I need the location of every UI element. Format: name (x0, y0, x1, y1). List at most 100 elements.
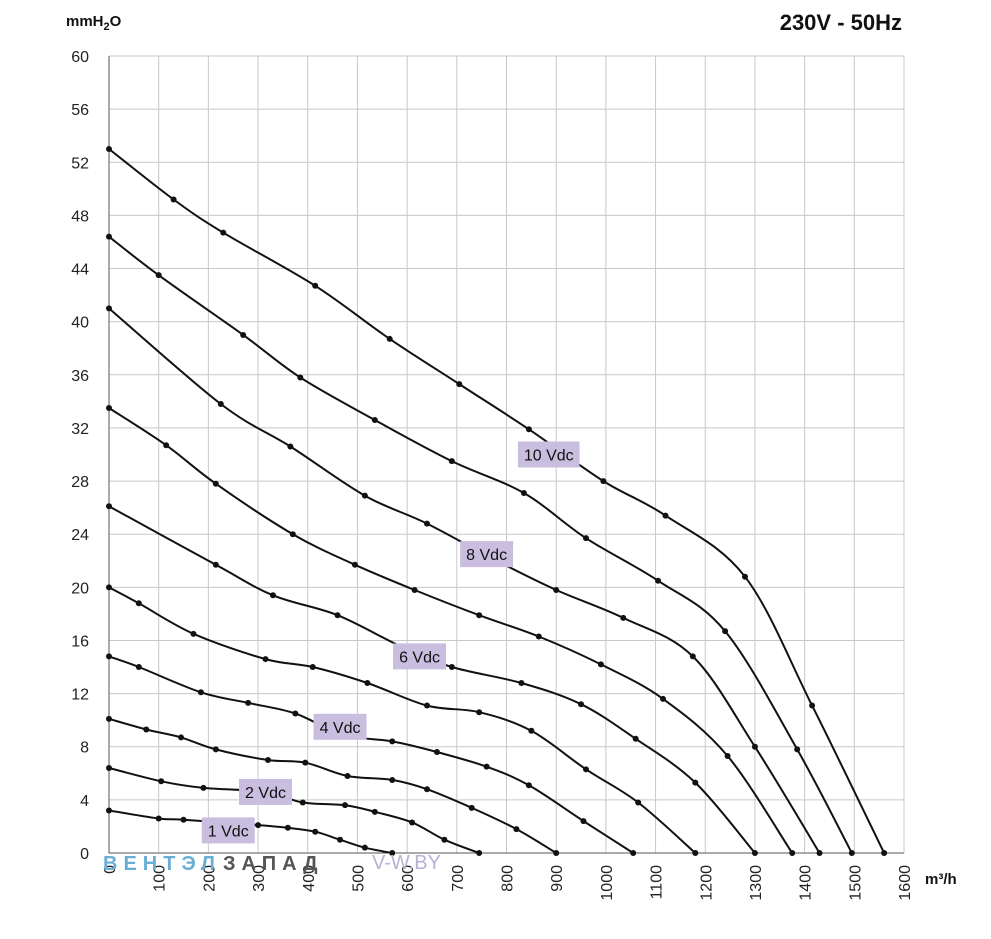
y-tick-label: 28 (71, 474, 89, 491)
data-point (528, 727, 535, 734)
data-point (361, 844, 368, 851)
grid (108, 55, 905, 854)
data-point (724, 753, 731, 760)
data-point (386, 335, 393, 342)
data-point (155, 272, 162, 279)
y-tick-label: 48 (71, 208, 89, 225)
data-point (789, 850, 796, 856)
data-point (580, 818, 587, 825)
series-label-text: 10 Vdc (524, 448, 574, 465)
data-point (245, 699, 252, 706)
data-point (106, 145, 112, 152)
data-point (655, 577, 662, 584)
data-point (583, 535, 589, 542)
watermark-part1: ВЕНТЭЛ (103, 853, 221, 875)
data-point (881, 850, 888, 856)
data-point (106, 405, 112, 412)
data-point (135, 664, 142, 671)
x-axis-unit: m³/h (925, 871, 957, 888)
x-tick-label: 700 (450, 865, 467, 892)
data-point (751, 743, 758, 750)
data-point (476, 709, 483, 716)
data-point (220, 229, 227, 236)
data-point (312, 828, 319, 835)
series-label-text: 8 Vdc (466, 547, 507, 564)
data-point (163, 442, 170, 449)
series-curve-3 (106, 653, 637, 856)
series-curve-8 (106, 233, 855, 856)
series-label-text: 2 Vdc (245, 785, 286, 802)
data-point (722, 628, 729, 635)
data-point (309, 664, 316, 671)
series-label-bg (517, 441, 580, 468)
data-point (448, 458, 455, 465)
series-label: 4 Vdc (313, 713, 367, 740)
series-label-text: 6 Vdc (399, 649, 440, 666)
x-tick-label: 500 (350, 865, 367, 892)
data-point (200, 784, 207, 791)
data-point (468, 804, 475, 811)
data-point (553, 586, 560, 593)
data-point (106, 715, 112, 722)
data-point (265, 757, 271, 764)
y-tick-label: 0 (80, 846, 89, 863)
x-tick-label: 600 (400, 865, 417, 892)
x-tick-labels: 0 100 200 300 400 500 600 700 800 900 1000 1100 1200… (102, 865, 914, 901)
data-point (299, 799, 306, 806)
x-tick-label: 0 (102, 865, 119, 874)
data-point (660, 695, 667, 702)
data-point (361, 492, 368, 499)
x-tick-label: 100 (152, 865, 169, 892)
data-point (456, 381, 463, 388)
data-point (106, 503, 112, 510)
data-point (342, 802, 349, 809)
watermark-part2: ЗАПАД (223, 853, 324, 875)
data-point (520, 490, 527, 497)
data-point (525, 426, 532, 433)
series-label: 1 Vdc (201, 817, 255, 844)
series-curve-5 (106, 503, 758, 856)
curve-line (108, 148, 885, 854)
y-tick-label: 16 (71, 633, 89, 650)
data-point (106, 233, 112, 240)
data-point (212, 746, 219, 753)
data-point (692, 779, 699, 786)
data-point (287, 443, 294, 450)
x-tick-label: 300 (251, 865, 268, 892)
data-point (424, 702, 430, 709)
series-label: 6 Vdc (393, 643, 447, 670)
y-tick-label: 56 (71, 102, 89, 119)
data-point (513, 826, 520, 833)
data-point (816, 850, 823, 856)
x-tick-label: 900 (549, 865, 566, 892)
data-point (135, 600, 142, 607)
data-point (106, 584, 112, 591)
data-point (600, 478, 607, 485)
data-point (411, 586, 418, 593)
data-point (155, 815, 162, 822)
series-labels: 1 Vdc 2 Vdc 4 Vdc 6 Vdc 8 Vdc 10 Vdc (201, 441, 580, 844)
curve-line (108, 307, 821, 854)
y-tick-label: 36 (71, 368, 89, 385)
data-point (424, 520, 430, 527)
data-point (809, 702, 816, 709)
data-point (334, 612, 341, 619)
curve-line (108, 655, 634, 854)
data-point (483, 763, 490, 770)
watermark: ВЕНТЭЛ ЗАПАД V-W.BY (103, 852, 441, 875)
data-point (212, 561, 219, 568)
data-point (351, 561, 358, 568)
curve-line (108, 717, 557, 854)
x-tick-label: 1200 (698, 865, 715, 901)
series-curve-2 (106, 715, 560, 856)
data-point (158, 778, 165, 785)
series-curve-9 (106, 145, 888, 856)
data-point (240, 331, 247, 338)
y-tick-label: 40 (71, 315, 89, 332)
data-point (441, 836, 448, 843)
series-label-bg (460, 541, 514, 568)
series-curve-1 (106, 764, 483, 856)
series-label-text: 1 Vdc (208, 823, 249, 840)
data-point (751, 850, 758, 856)
